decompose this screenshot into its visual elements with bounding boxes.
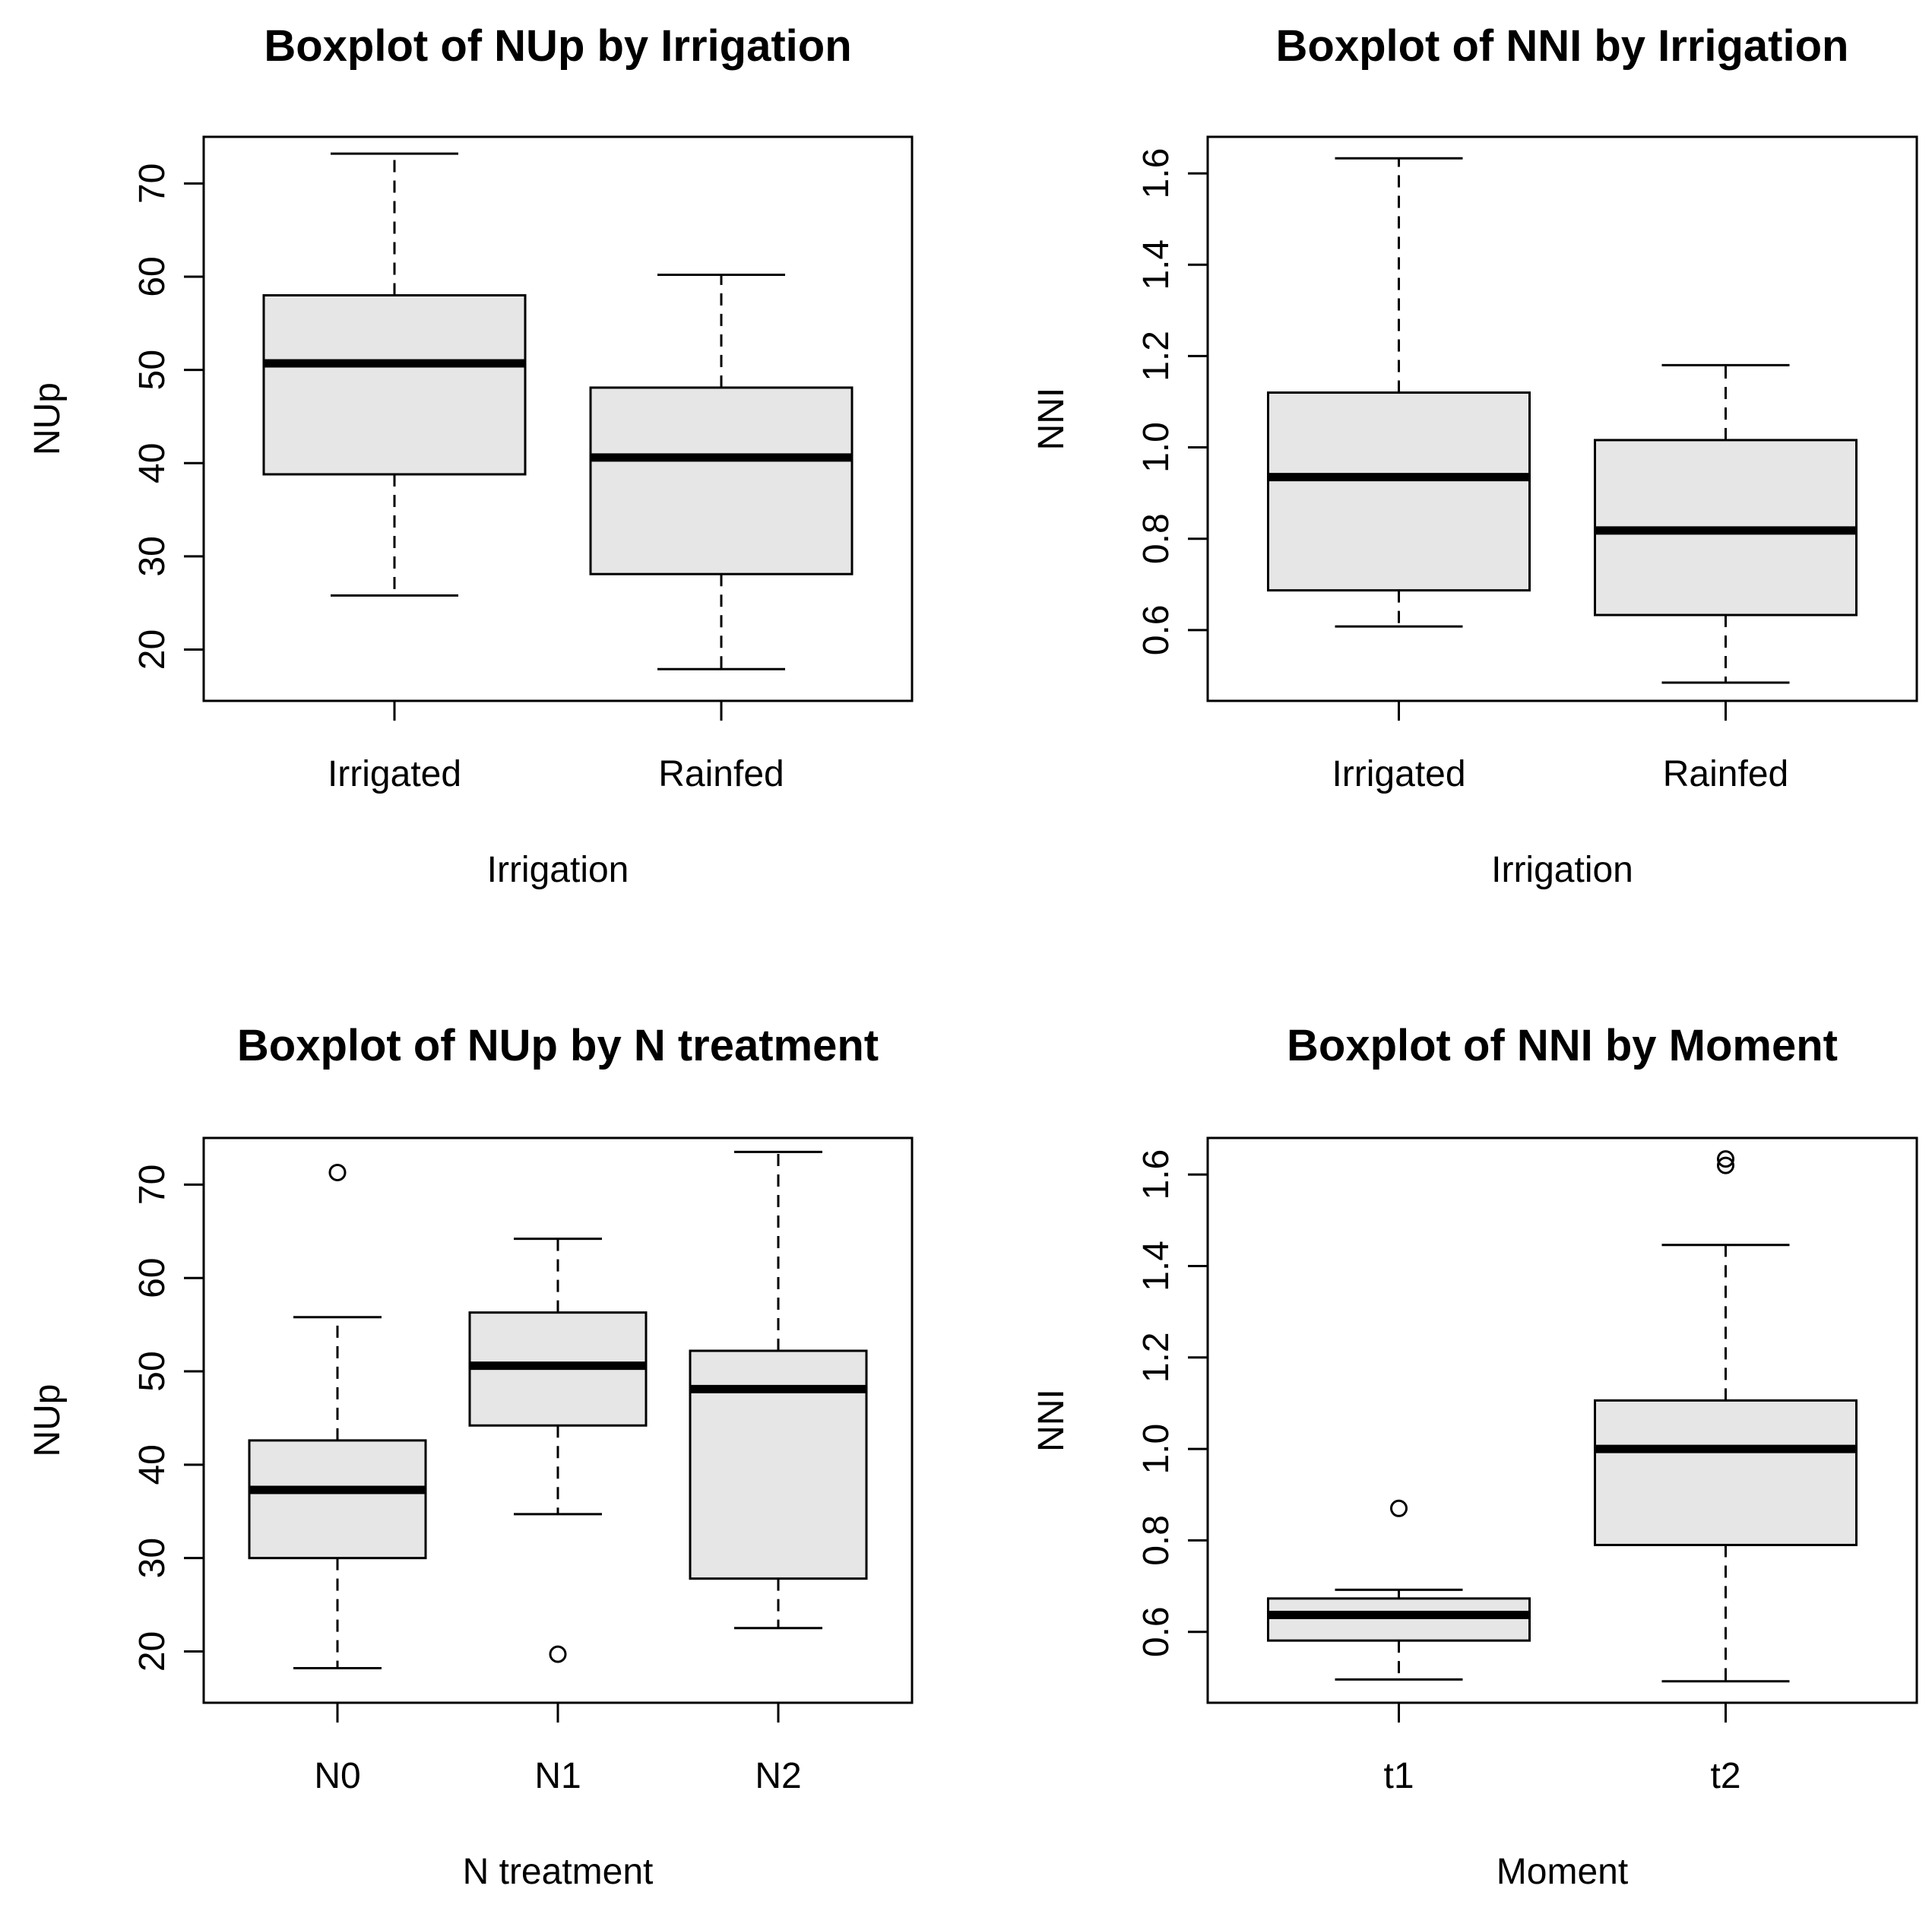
y-tick-label: 0.8 [1136,513,1177,564]
x-axis-label: N treatment [463,1852,654,1892]
y-axis-label: NUp [27,382,68,455]
y-axis-label: NUp [27,1383,68,1456]
y-tick-label: 20 [132,1631,173,1672]
box-Irrigated [1267,157,1531,628]
x-tick-label: N1 [534,1756,581,1796]
plot-frame [1206,1136,1918,1704]
y-tick-label: 70 [132,1165,173,1205]
box-N0 [248,1163,427,1670]
x-axis-label: Moment [1497,1852,1628,1892]
y-tick-label: 1.4 [1136,239,1177,290]
box-Rainfed [1594,363,1858,684]
box-Irrigated [262,152,527,597]
y-tick-label: 1.6 [1136,148,1177,199]
y-tick-label: 1.2 [1136,1332,1177,1383]
x-tick-label: Rainfed [658,754,784,794]
interquartile-box [1267,391,1531,592]
interquartile-box [589,386,854,575]
y-tick-label: 0.6 [1136,1606,1177,1657]
outlier-point [549,1645,567,1663]
y-tick-label: 50 [132,1351,173,1391]
y-tick-label: 40 [132,1444,173,1485]
y-tick-label: 50 [132,350,173,390]
box-N1 [468,1238,648,1663]
x-tick-label: t2 [1710,1756,1740,1796]
y-tick-label: 30 [132,1538,173,1578]
chart-title: Boxplot of NNI by Moment [1287,1021,1838,1070]
interquartile-box [1267,1597,1531,1642]
y-tick-label: 20 [132,629,173,670]
y-axis-label: NNI [1031,388,1072,451]
x-tick-label: Irrigated [1332,754,1465,794]
x-tick-label: Irrigated [328,754,461,794]
outlier-point [1390,1499,1408,1517]
box-t1 [1267,1499,1531,1681]
chart-panel-4: Boxplot of NNI by Moment 0.6 0.8 1.0 1.2 1.4 1… [1031,1021,1918,1892]
y-tick-label: 0.6 [1136,605,1177,656]
y-tick-label: 40 [132,443,173,483]
y-tick-label: 1.2 [1136,331,1177,382]
y-tick-label: 1.0 [1136,422,1177,473]
x-tick-label: Rainfed [1663,754,1788,794]
y-tick-label: 1.4 [1136,1241,1177,1292]
chart-title: Boxplot of NUp by Irrigation [264,21,851,71]
y-tick-label: 1.0 [1136,1424,1177,1475]
interquartile-box [1594,1399,1858,1546]
chart-title: Boxplot of NUp by N treatment [237,1021,879,1070]
x-axis-label: Irrigation [487,850,629,890]
x-tick-label: t1 [1383,1756,1414,1796]
chart-panel-3: Boxplot of NUp by N treatment 20 30 40 50 60 7… [27,1021,914,1892]
y-tick-label: 1.6 [1136,1149,1177,1200]
plot-frame [1206,135,1918,702]
y-axis-label: NNI [1031,1389,1072,1452]
y-tick-label: 30 [132,536,173,576]
box-t2 [1594,1150,1858,1683]
x-axis-label: Irrigation [1491,850,1633,890]
chart-panel-1: Boxplot of NUp by Irrigation 20 30 40 50 60 70… [27,21,914,890]
y-tick-label: 60 [132,1258,173,1298]
x-tick-label: N2 [755,1756,801,1796]
x-tick-label: N0 [314,1756,360,1796]
interquartile-box [248,1439,427,1560]
y-tick-label: 60 [132,256,173,296]
outlier-point [1717,1156,1734,1174]
y-tick-label: 0.8 [1136,1515,1177,1566]
chart-panel-2: Boxplot of NNI by Irrigation 0.6 0.8 1.0 1.2… [1031,21,1918,890]
box-Rainfed [589,274,854,670]
chart-title: Boxplot of NNI by Irrigation [1276,21,1849,71]
outlier-point [1717,1150,1734,1168]
plot-frame [202,135,914,702]
y-tick-label: 70 [132,163,173,204]
outlier-point [328,1163,347,1181]
interquartile-box [262,293,527,476]
box-N2 [689,1150,868,1630]
